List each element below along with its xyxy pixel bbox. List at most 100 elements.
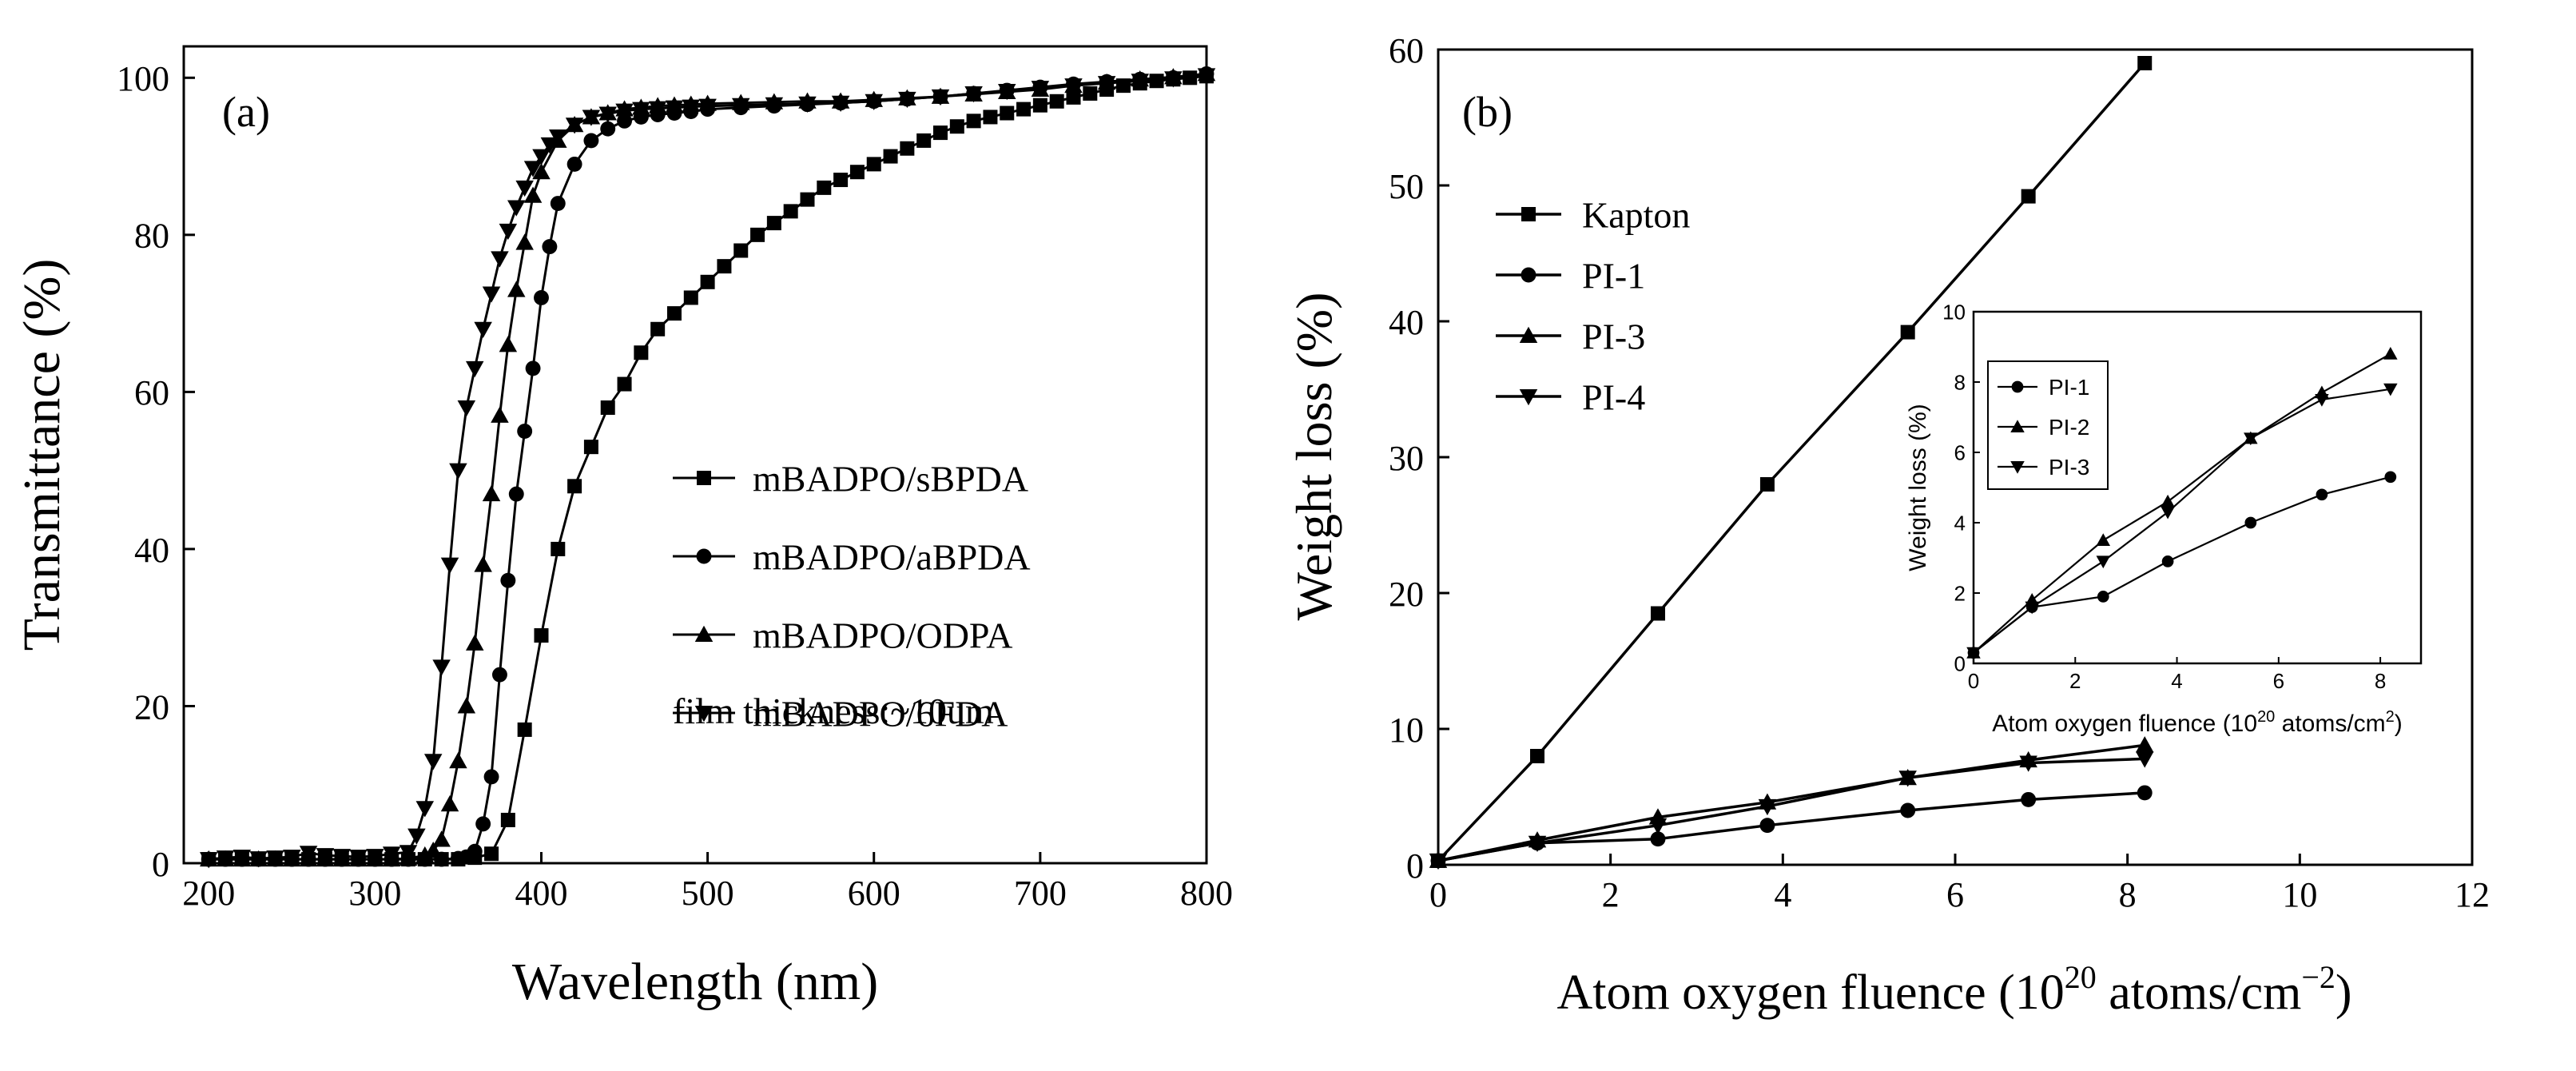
panel-a-point-mbadpo-sbpda <box>766 216 781 231</box>
inset-point-pi-1 <box>2384 471 2397 484</box>
panel-a-legend-label: mBADPO/aBPDA <box>753 537 1031 578</box>
panel-b-x-axis-label-sup2: −2 <box>2301 959 2335 995</box>
panel-a-point-mbadpo-6fda <box>865 94 883 111</box>
panel-a-legend-item-mbadpo-odpa: mBADPO/ODPA <box>673 615 1013 656</box>
panel-b-x-axis-label-tail: atoms/cm <box>2097 965 2302 1020</box>
inset-point-pi-2 <box>2096 533 2111 546</box>
inset-point-pi-1 <box>2316 488 2328 501</box>
panel-a-series-mbadpo-odpa <box>199 65 1216 867</box>
panel-a-point-mbadpo-sbpda <box>750 227 765 242</box>
panel-b-y-tick-label: 10 <box>1389 711 1424 750</box>
panel-a-series-mbadpo-6fda <box>199 68 1216 869</box>
inset-point-pi-1 <box>2097 591 2109 603</box>
panel-b-x-ticks: 0 2 4 6 8 10 12 <box>1429 854 2490 914</box>
panel-b-legend-label: PI-3 <box>1582 317 1645 357</box>
panel-a-point-mbadpo-6fda <box>266 850 284 867</box>
panel-a-point-mbadpo-6fda <box>549 129 567 146</box>
panel-a-y-ticks: 0 20 40 60 80 100 <box>117 59 195 884</box>
panel-a-point-mbadpo-sbpda <box>484 846 499 862</box>
panel-b-y-axis-label: Weight loss (%) <box>1286 293 1342 621</box>
inset-x-axis-label-sup2: 2 <box>2386 708 2395 726</box>
inset-y-tick-label: 8 <box>1954 370 1966 394</box>
panel-b-point-kapton <box>2137 56 2153 70</box>
panel-a-point-mbadpo-sbpda <box>1049 94 1064 109</box>
panel-b-series <box>1429 56 2154 870</box>
panel-b-point-pi-4 <box>2135 751 2154 768</box>
panel-b-weight-loss-chart: (b) Atom oxygen fluence (1020 atoms/cm−2… <box>1286 31 2490 1020</box>
panel-a-point-mbadpo-odpa <box>507 281 526 297</box>
panel-b-point-pi-4 <box>2019 755 2037 772</box>
panel-a-line-mbadpo-sbpda <box>209 74 1207 861</box>
panel-b-point-pi-1 <box>1759 818 1775 834</box>
panel-a-point-mbadpo-sbpda <box>1066 90 1081 105</box>
panel-a-x-tick-label: 600 <box>848 874 900 913</box>
panel-a-point-mbadpo-6fda <box>465 360 484 378</box>
panel-b-legend-marker <box>1519 389 1538 406</box>
panel-b-y-tick-label: 50 <box>1389 167 1424 206</box>
panel-b-series-kapton <box>1431 56 2153 868</box>
panel-a-point-mbadpo-abpda <box>534 290 549 305</box>
inset-y-tick-label: 10 <box>1942 300 1966 324</box>
panel-a-point-mbadpo-6fda <box>698 98 717 115</box>
panel-a-point-mbadpo-odpa <box>474 555 492 572</box>
panel-a-point-mbadpo-6fda <box>632 102 650 118</box>
panel-b-y-tick-label: 30 <box>1389 439 1424 478</box>
panel-a-point-mbadpo-sbpda <box>932 125 948 141</box>
panel-a-point-mbadpo-6fda <box>474 321 492 339</box>
inset-x-axis-label-sup: 20 <box>2257 708 2275 726</box>
panel-b-point-pi-1 <box>2137 785 2153 801</box>
panel-b-point-kapton <box>1900 324 1915 340</box>
panel-a-x-tick-label: 700 <box>1014 874 1067 913</box>
panel-b-line-kapton <box>1437 62 2146 862</box>
panel-b-point-kapton <box>1650 606 1665 621</box>
panel-b-legend-item-pi-4: PI-4 <box>1496 377 1645 418</box>
inset-line-pi-3 <box>1973 388 2391 654</box>
inset-x-tick-label: 2 <box>2069 669 2081 693</box>
panel-b-legend-marker <box>1521 207 1536 221</box>
panel-a-point-mbadpo-6fda <box>665 100 684 117</box>
panel-a-legend-marker <box>697 471 711 485</box>
panel-a-point-mbadpo-6fda <box>682 99 701 116</box>
panel-b-point-pi-4 <box>1528 835 1547 853</box>
panel-a-y-tick-label: 60 <box>134 373 169 412</box>
inset-x-tick-label: 6 <box>2273 669 2284 693</box>
panel-a-legend-marker <box>694 625 714 642</box>
panel-a-point-mbadpo-sbpda <box>983 109 998 125</box>
panel-b-x-axis-label-close: ) <box>2335 965 2352 1020</box>
inset-point-pi-3 <box>2383 383 2398 396</box>
panel-a-point-mbadpo-abpda <box>600 121 616 137</box>
panel-a-point-mbadpo-odpa <box>491 406 509 423</box>
inset-y-axis-label: Weight loss (%) <box>1905 404 1931 571</box>
panel-a-point-mbadpo-odpa <box>482 484 501 502</box>
panel-b-x-tick-label: 8 <box>2119 875 2137 914</box>
panel-a-point-mbadpo-sbpda <box>800 192 815 207</box>
panel-a-point-mbadpo-6fda <box>523 161 543 177</box>
panel-a-annotation: film thickness:~10um <box>673 691 994 731</box>
panel-b-x-tick-label: 10 <box>2282 875 2317 914</box>
panel-a-point-mbadpo-odpa <box>415 846 435 863</box>
panel-a-point-mbadpo-6fda <box>765 97 784 113</box>
panel-a-point-mbadpo-sbpda <box>617 376 632 392</box>
panel-a-point-mbadpo-sbpda <box>650 321 666 336</box>
panel-b-legend-item-pi-3: PI-3 <box>1496 317 1645 357</box>
panel-a-point-mbadpo-sbpda <box>733 243 749 258</box>
panel-a-y-tick-label: 20 <box>134 687 169 727</box>
panel-a-legend-item-mbadpo-6fda: mBADPO/6FDA <box>673 694 1008 735</box>
inset-point-pi-2 <box>2161 494 2175 508</box>
panel-a-legend: mBADPO/sBPDA mBADPO/aBPDA mBADPO/ODPA mBADP… <box>673 459 1031 735</box>
panel-b-point-pi-3 <box>2135 736 2154 753</box>
panel-b-legend-item-kapton: Kapton <box>1496 195 1690 236</box>
inset-point-pi-3 <box>2161 506 2175 520</box>
panel-a-point-mbadpo-6fda <box>199 852 218 869</box>
panel-a-point-mbadpo-6fda <box>1164 71 1183 88</box>
inset-x-ticks: 0 2 4 6 8 <box>1968 657 2386 693</box>
panel-a-point-mbadpo-odpa <box>457 697 476 714</box>
inset-point-pi-3 <box>2096 555 2111 569</box>
panel-a-point-mbadpo-odpa <box>423 842 443 858</box>
inset-x-tick-label: 0 <box>1968 669 1979 693</box>
panel-a-point-mbadpo-sbpda <box>583 440 598 455</box>
panel-a-point-mbadpo-6fda <box>382 846 401 863</box>
panel-a-legend-label: mBADPO/6FDA <box>753 694 1008 735</box>
panel-b-point-pi-4 <box>1429 853 1448 870</box>
inset-point-pi-3 <box>2315 394 2329 407</box>
